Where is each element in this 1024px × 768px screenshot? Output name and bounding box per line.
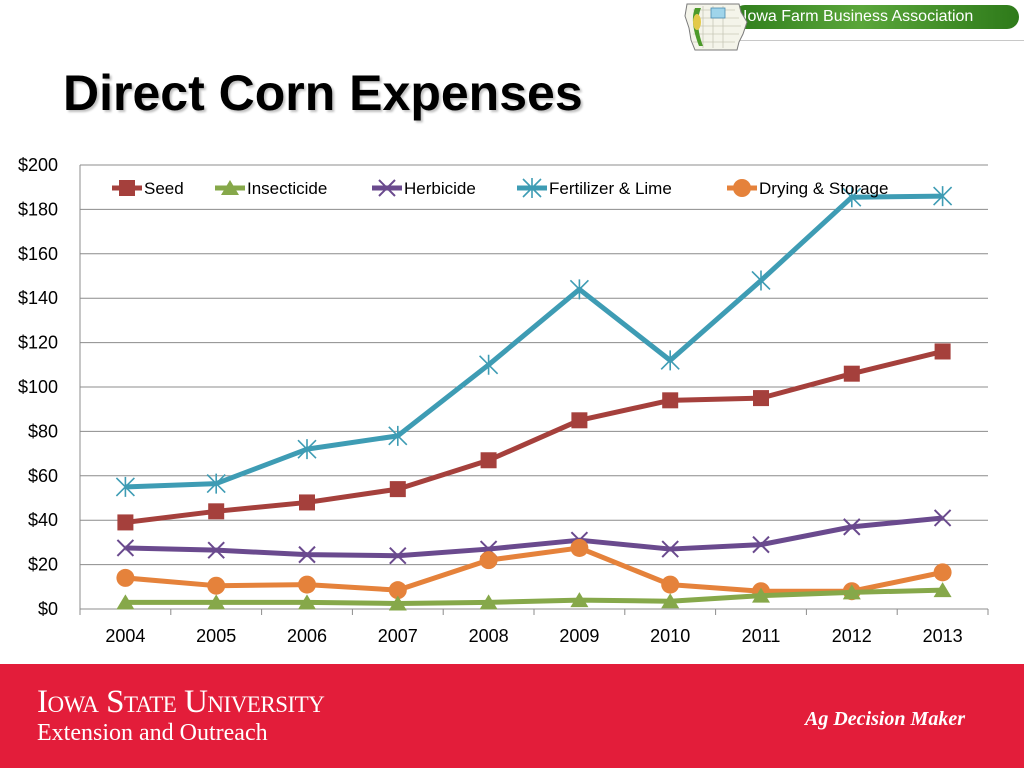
data-point-drying-storage: [116, 568, 135, 587]
data-point-seed: [117, 514, 134, 531]
data-point-fertilizer-lime: [933, 186, 953, 207]
data-point-insecticide: [752, 587, 770, 603]
association-banner: Iowa Farm Business Association: [681, 0, 1024, 52]
data-point-fertilizer-lime: [660, 350, 680, 371]
data-point-drying-storage: [207, 576, 226, 595]
data-point-insecticide: [116, 594, 135, 610]
legend-marker-seed: [119, 180, 135, 196]
university-name: Iowa State University: [37, 684, 325, 720]
y-tick-label: $100: [18, 377, 58, 397]
banner-divider: [733, 40, 1024, 41]
y-tick-label: $40: [28, 510, 58, 530]
line-chart: $0 $20 $40 $60 $80 $100 $120 $140 $160 $180 $200 20…: [18, 155, 989, 646]
page-title: Direct Corn Expenses: [63, 65, 583, 121]
data-point-drying-storage: [661, 575, 680, 594]
data-point-insecticide: [298, 594, 316, 610]
association-name: Iowa Farm Business Association: [743, 8, 974, 25]
data-point-fertilizer-lime: [479, 354, 499, 375]
x-tick-label: 2006: [287, 626, 327, 646]
data-point-insecticide: [842, 584, 861, 600]
data-point-fertilizer-lime: [206, 473, 226, 494]
data-point-herbicide: [207, 541, 225, 559]
series-line-fertilizer-lime: [125, 193, 943, 490]
iowa-map-logo-icon: [684, 3, 748, 51]
legend-marker-fertilizer-lime: [522, 178, 542, 198]
y-tick-label: $200: [18, 155, 58, 175]
data-point-fertilizer-lime: [388, 425, 408, 446]
data-point-fertilizer-lime: [751, 270, 771, 291]
data-point-herbicide: [933, 509, 952, 527]
x-tick-label: 2013: [923, 626, 963, 646]
data-point-seed: [480, 452, 497, 469]
data-point-insecticide: [388, 595, 407, 611]
legend-label-drying-storage: Drying & Storage: [759, 179, 888, 198]
data-point-insecticide: [661, 593, 680, 609]
legend-marker-insecticide: [221, 180, 239, 195]
data-point-seed: [208, 503, 225, 520]
data-point-herbicide: [389, 547, 407, 565]
data-point-seed: [662, 392, 679, 409]
data-point-seed: [934, 343, 951, 360]
series-line-seed: [125, 349, 944, 525]
y-tick-label: $180: [18, 199, 58, 219]
legend-label-seed: Seed: [144, 179, 184, 198]
data-point-fertilizer-lime: [569, 279, 589, 300]
x-tick-label: 2010: [650, 626, 690, 646]
data-point-fertilizer-lime: [115, 476, 135, 497]
data-point-fertilizer-lime: [297, 439, 317, 460]
legend-label-insecticide: Insecticide: [247, 179, 327, 198]
y-tick-label: $140: [18, 288, 58, 308]
data-point-herbicide: [661, 540, 679, 558]
data-point-seed: [389, 481, 406, 498]
x-tick-label: 2007: [378, 626, 418, 646]
brand-name: Ag Decision Maker: [805, 708, 965, 730]
x-tick-label: 2012: [832, 626, 872, 646]
data-point-insecticide: [570, 592, 589, 608]
legend-marker-drying-storage: [733, 179, 751, 197]
legend-marker-herbicide: [378, 179, 396, 197]
data-point-insecticide: [479, 594, 498, 610]
x-tick-label: 2004: [105, 626, 145, 646]
data-point-drying-storage: [388, 581, 407, 600]
series-line-herbicide: [125, 515, 943, 559]
x-tick-label: 2005: [196, 626, 236, 646]
data-point-insecticide: [207, 594, 226, 610]
data-point-seed: [299, 494, 315, 511]
legend-label-fertilizer-lime: Fertilizer & Lime: [549, 179, 672, 198]
data-point-herbicide: [298, 545, 316, 564]
y-tick-label: $60: [28, 466, 58, 486]
y-tick-label: $120: [18, 333, 58, 353]
data-point-seed: [571, 412, 588, 429]
series-line-insecticide: [125, 587, 943, 606]
x-tick-label: 2009: [559, 626, 599, 646]
university-unit: Extension and Outreach: [37, 720, 268, 746]
series-line-drying-storage: [125, 545, 944, 594]
legend-label-herbicide: Herbicide: [404, 179, 476, 198]
footer-bar: [0, 664, 1024, 768]
y-tick-label: $0: [38, 599, 58, 619]
data-point-drying-storage: [479, 551, 498, 570]
data-point-drying-storage: [570, 538, 589, 557]
data-point-herbicide: [116, 539, 135, 557]
y-tick-label: $160: [18, 244, 58, 264]
data-point-drying-storage: [933, 563, 952, 582]
y-tick-label: $80: [28, 421, 58, 441]
data-point-herbicide: [752, 535, 770, 554]
x-tick-label: 2011: [742, 626, 781, 646]
x-tick-label: 2008: [469, 626, 509, 646]
association-banner-bar: [733, 5, 1019, 29]
data-point-insecticide: [933, 582, 952, 598]
data-point-fertilizer-lime: [842, 187, 862, 208]
data-point-seed: [843, 365, 860, 382]
data-point-drying-storage: [298, 575, 316, 594]
data-point-herbicide: [843, 518, 861, 536]
y-tick-label: $20: [28, 555, 58, 575]
data-point-seed: [753, 390, 769, 407]
